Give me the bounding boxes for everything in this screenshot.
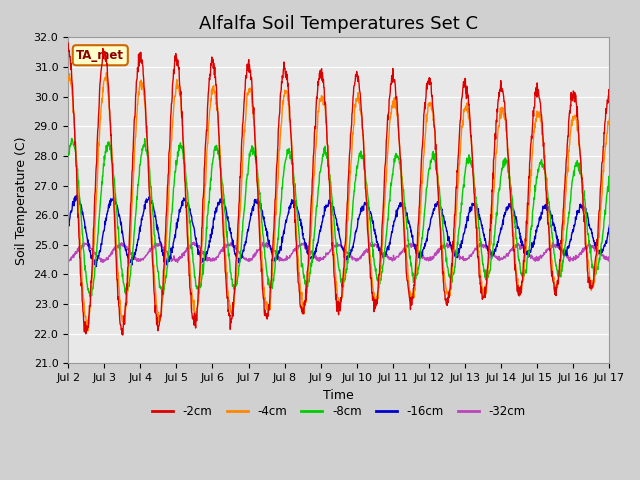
Legend: -2cm, -4cm, -8cm, -16cm, -32cm: -2cm, -4cm, -8cm, -16cm, -32cm bbox=[147, 400, 531, 423]
Y-axis label: Soil Temperature (C): Soil Temperature (C) bbox=[15, 136, 28, 264]
X-axis label: Time: Time bbox=[323, 389, 354, 402]
Title: Alfalfa Soil Temperatures Set C: Alfalfa Soil Temperatures Set C bbox=[199, 15, 478, 33]
Text: TA_met: TA_met bbox=[76, 49, 124, 62]
